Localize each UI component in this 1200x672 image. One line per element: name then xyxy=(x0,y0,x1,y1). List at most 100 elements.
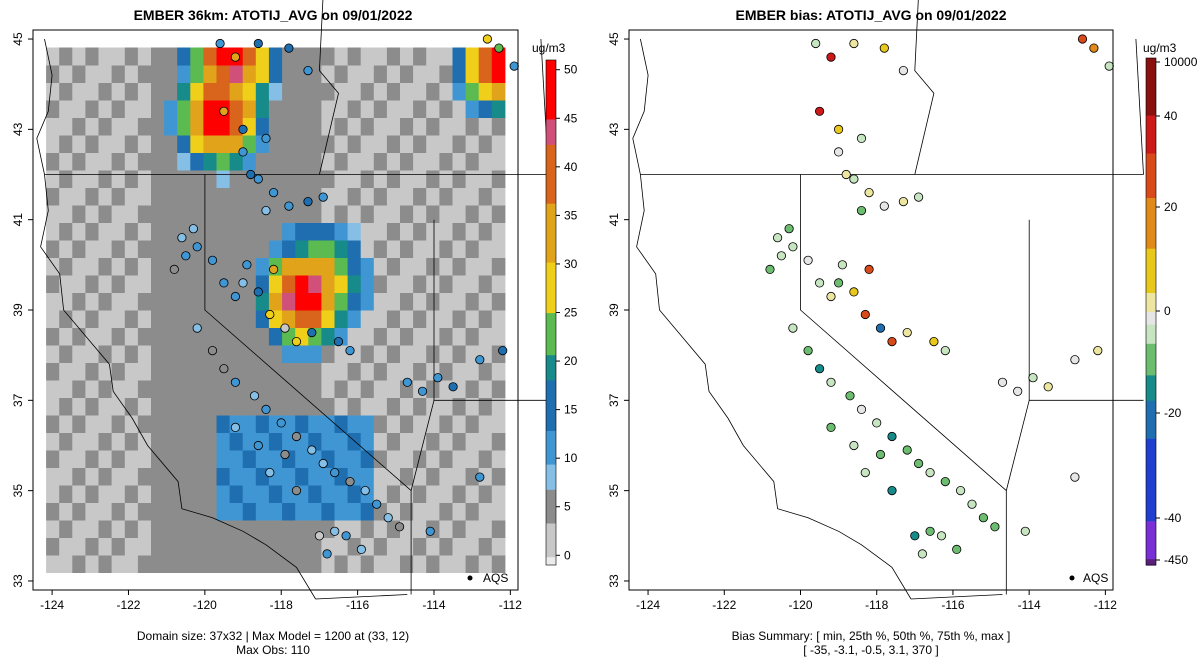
heatmap-cell xyxy=(242,432,257,451)
heatmap-cell xyxy=(216,502,231,521)
heatmap-cell xyxy=(491,502,506,521)
left-colorbar-segment xyxy=(546,480,556,490)
heatmap-cell xyxy=(242,275,257,293)
heatmap-cell xyxy=(111,152,126,171)
heatmap-cell xyxy=(268,82,283,101)
heatmap-cell xyxy=(59,450,73,468)
heatmap-cell xyxy=(400,47,414,66)
heatmap-cell xyxy=(229,345,244,363)
heatmap-cell xyxy=(124,502,139,521)
bias-point xyxy=(860,309,870,320)
heatmap-cell xyxy=(347,502,362,521)
heatmap-cell xyxy=(190,380,204,398)
heatmap-cell xyxy=(295,397,309,416)
heatmap-cell xyxy=(413,257,427,276)
heatmap-cell xyxy=(164,100,178,118)
heatmap-cell xyxy=(216,47,231,66)
right-colorbar-segment xyxy=(1146,286,1156,293)
heatmap-cell xyxy=(216,222,231,241)
heatmap-cell xyxy=(360,292,375,311)
heatmap-cell xyxy=(426,432,440,451)
heatmap-cell xyxy=(295,170,309,188)
heatmap-cell xyxy=(111,397,126,416)
heatmap-cell xyxy=(268,117,283,136)
heatmap-cell xyxy=(334,380,349,398)
heatmap-cell xyxy=(203,520,217,538)
heatmap-cell xyxy=(282,537,296,556)
obs-point xyxy=(192,323,202,333)
obs-point xyxy=(356,544,366,555)
obs-point xyxy=(249,391,260,401)
heatmap-cell xyxy=(111,135,126,153)
left-ytick-label: 45 xyxy=(11,32,25,46)
heatmap-cell xyxy=(85,520,99,538)
heatmap-cell xyxy=(373,432,388,451)
heatmap-cell xyxy=(124,82,139,101)
heatmap-cell xyxy=(137,415,152,433)
heatmap-cell xyxy=(229,240,244,258)
heatmap-cell xyxy=(308,467,322,486)
heatmap-cell xyxy=(282,292,296,311)
heatmap-cell xyxy=(137,345,152,363)
heatmap-cell xyxy=(452,205,467,223)
heatmap-cell xyxy=(321,205,335,223)
heatmap-cell xyxy=(151,397,165,416)
heatmap-cell xyxy=(400,345,414,363)
bias-point xyxy=(1070,472,1080,482)
right-colorbar-segment xyxy=(1146,546,1156,553)
heatmap-cell xyxy=(373,100,388,118)
bias-point xyxy=(772,233,783,243)
heatmap-cell xyxy=(452,222,467,241)
heatmap-cell xyxy=(400,82,414,101)
heatmap-cell xyxy=(216,170,231,188)
heatmap-cell xyxy=(465,292,480,311)
obs-point xyxy=(219,106,229,116)
left-xtick-label: -124 xyxy=(40,598,64,612)
heatmap-cell xyxy=(373,292,388,311)
obs-point xyxy=(341,531,351,541)
heatmap-cell xyxy=(111,520,126,538)
heatmap-cell xyxy=(452,310,467,328)
heatmap-cell xyxy=(203,467,217,486)
left-colorbar-tick-label: 5 xyxy=(564,500,571,514)
heatmap-cell xyxy=(360,240,375,258)
heatmap-cell xyxy=(321,135,335,153)
bias-point xyxy=(940,345,950,356)
heatmap-cell xyxy=(439,397,453,416)
heatmap-cell xyxy=(347,432,362,451)
obs-point xyxy=(238,278,248,288)
heatmap-cell xyxy=(242,345,257,363)
left-colorbar-segment xyxy=(546,85,556,95)
heatmap-cell xyxy=(268,240,283,258)
heatmap-cell xyxy=(46,205,60,223)
heatmap-cell xyxy=(59,555,73,573)
heatmap-cell xyxy=(111,275,126,293)
heatmap-cell xyxy=(229,537,244,556)
heatmap-cell xyxy=(334,65,349,83)
heatmap-cell xyxy=(137,450,152,468)
heatmap-cell xyxy=(137,82,152,101)
heatmap-cell xyxy=(229,397,244,416)
heatmap-cell xyxy=(452,327,467,346)
heatmap-cell xyxy=(439,257,453,276)
heatmap-cell xyxy=(360,187,375,206)
heatmap-cell xyxy=(72,117,86,136)
heatmap-cell xyxy=(295,467,309,486)
right-colorbar-segment xyxy=(1146,444,1156,452)
heatmap-cell xyxy=(59,502,73,521)
left-colorbar-segment xyxy=(546,186,556,196)
heatmap-cell xyxy=(203,205,217,223)
heatmap-cell xyxy=(452,520,467,538)
heatmap-cell xyxy=(242,310,257,328)
heatmap-cell xyxy=(360,345,375,363)
heatmap-cell xyxy=(491,292,506,311)
heatmap-cell xyxy=(85,432,99,451)
left-colorbar-tick-label: 25 xyxy=(564,306,578,320)
bias-point xyxy=(856,206,867,216)
heatmap-cell xyxy=(478,502,493,521)
right-colorbar-tick-label: -40 xyxy=(1164,511,1182,525)
heatmap-cell xyxy=(255,362,270,381)
heatmap-cell xyxy=(85,397,99,416)
left-heatmap xyxy=(46,47,506,573)
heatmap-cell xyxy=(452,135,467,153)
